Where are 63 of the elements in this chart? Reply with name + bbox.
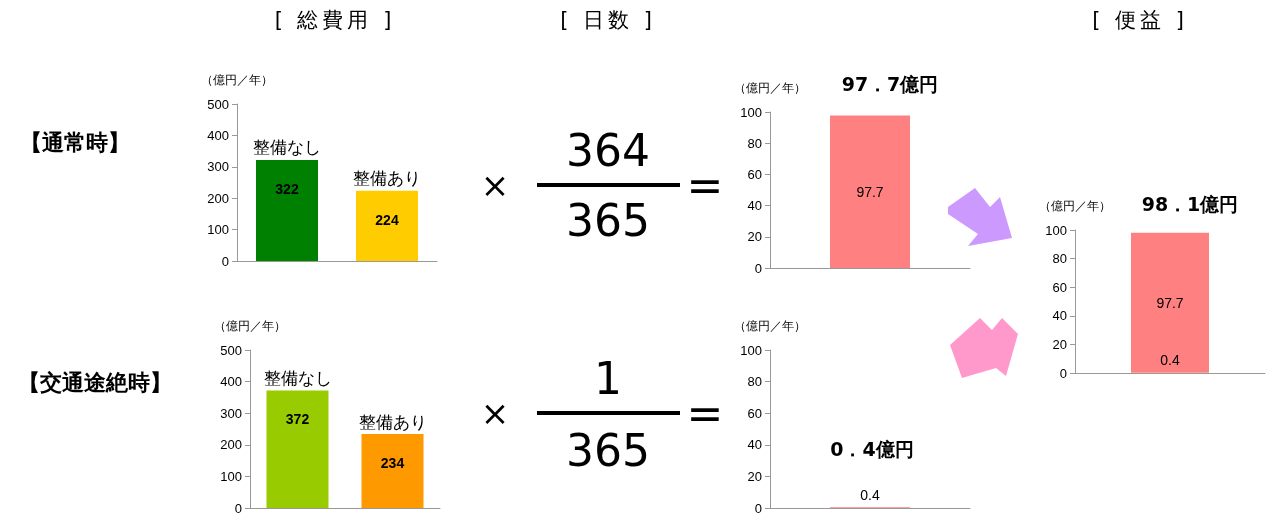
y-axis-title: （億円／年）	[214, 319, 286, 333]
data-label: 0.4	[860, 487, 880, 504]
y-tick-label: 400	[220, 374, 242, 390]
y-tick-label: 40	[747, 437, 762, 453]
y-axis-title: （億円／年）	[734, 319, 806, 333]
y-tick-label: 20	[747, 229, 762, 245]
y-axis-title: （億円／年）	[201, 73, 273, 87]
text: [ 日数 ]	[560, 7, 656, 34]
chart-title: [ 便益 ]	[1092, 7, 1188, 34]
y-tick-label: 20	[1052, 336, 1067, 352]
y-tick-label: 500	[207, 96, 229, 112]
x-tick-label: 整備あり	[358, 412, 427, 432]
y-tick-label: 0	[754, 500, 762, 515]
y-tick-label: 200	[207, 190, 229, 206]
text: 1	[594, 352, 622, 404]
y-tick-label: 200	[220, 437, 242, 453]
text: 【交通途絶時】	[18, 369, 172, 397]
text: 97．7億円	[841, 72, 939, 97]
data-label: 97.7	[856, 183, 884, 200]
y-tick-label: 60	[1052, 279, 1067, 295]
y-tick-label: 400	[207, 127, 229, 143]
y-tick-label: 80	[747, 374, 762, 390]
data-label: 97.7	[1156, 294, 1184, 311]
text: =	[686, 387, 724, 439]
text: 365	[566, 424, 650, 476]
data-label: 372	[285, 411, 310, 428]
y-tick-label: 100	[207, 222, 229, 238]
x-tick-label: 整備あり	[353, 169, 421, 189]
y-tick-label: 100	[740, 342, 762, 358]
y-tick-label: 0	[754, 260, 762, 276]
data-label: 234	[380, 455, 405, 472]
chart-title: [ 総費用 ]	[274, 7, 396, 34]
y-axis-title: （億円／年）	[1039, 199, 1111, 213]
text: 【通常時】	[20, 129, 130, 157]
y-tick-label: 60	[747, 405, 762, 421]
text: 364	[566, 124, 650, 176]
y-tick-label: 60	[747, 166, 762, 182]
y-tick-label: 0	[234, 500, 242, 515]
y-tick-label: 0	[221, 253, 229, 269]
text: 365	[566, 194, 650, 246]
text: ×	[480, 165, 510, 205]
y-tick-label: 20	[747, 468, 762, 484]
text: ×	[480, 393, 510, 433]
data-label: 0.4	[1160, 352, 1180, 369]
y-tick-label: 300	[207, 159, 229, 175]
x-tick-label: 整備なし	[263, 368, 332, 388]
total-label: 98．1億円	[1141, 192, 1239, 217]
y-tick-label: 80	[747, 135, 762, 151]
y-tick-label: 100	[740, 104, 762, 120]
annotation: 0．4億円	[830, 437, 914, 462]
y-tick-label: 100	[1045, 222, 1067, 238]
text: =	[686, 159, 724, 211]
y-tick-label: 0	[1059, 365, 1067, 381]
x-tick-label: 整備なし	[253, 138, 321, 158]
y-tick-label: 40	[747, 198, 762, 214]
y-tick-label: 500	[220, 342, 242, 358]
data-label: 322	[275, 180, 299, 197]
y-axis-title: （億円／年）	[734, 81, 806, 95]
y-tick-label: 100	[220, 468, 242, 484]
y-tick-label: 300	[220, 405, 242, 421]
y-tick-label: 40	[1052, 308, 1067, 324]
data-label: 224	[375, 211, 399, 228]
y-tick-label: 80	[1052, 251, 1067, 267]
